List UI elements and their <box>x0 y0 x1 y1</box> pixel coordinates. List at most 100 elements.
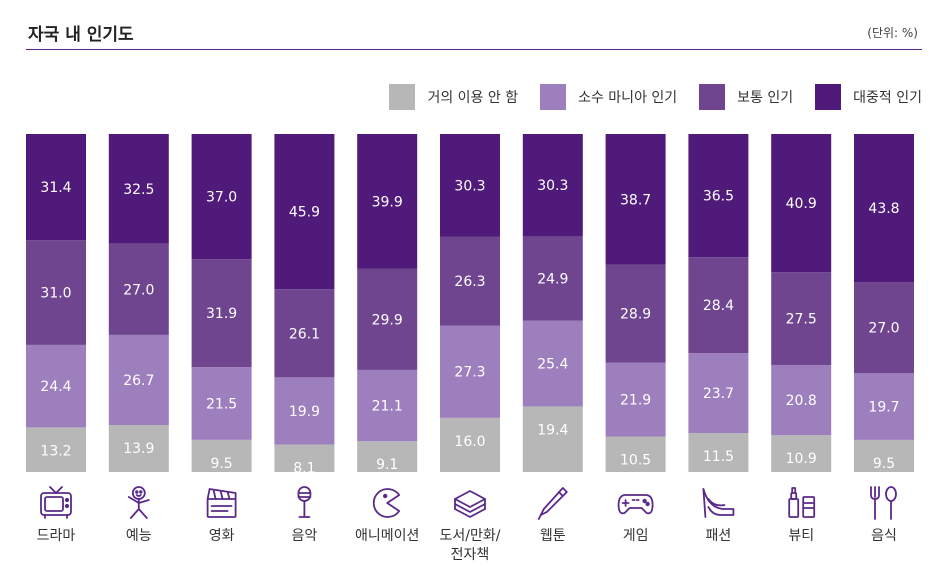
bar-segment-moderate-8 <box>605 264 666 363</box>
data-label: 27.3 <box>454 365 485 381</box>
data-label: 19.9 <box>289 404 320 420</box>
bar-segment-rare-8 <box>605 436 666 472</box>
data-label: 20.8 <box>786 393 817 409</box>
bar-segment-moderate-11 <box>854 282 914 374</box>
bar-segment-moderate-6 <box>440 236 500 326</box>
bar-segment-niche-8 <box>605 362 666 437</box>
data-label: 21.9 <box>620 392 651 408</box>
bar-segment-niche-9 <box>688 353 749 434</box>
category-label-6: 도서/만화/ <box>440 528 501 544</box>
bar-segment-mainstream-11 <box>854 134 914 283</box>
data-label: 26.1 <box>289 326 320 342</box>
category-label-6: 전자책 <box>451 547 490 563</box>
bar-segment-niche-6 <box>440 325 500 418</box>
legend-swatch-niche <box>540 84 567 110</box>
category-label-9: 패션 <box>706 528 732 544</box>
data-label: 26.7 <box>123 373 154 389</box>
data-label: 39.9 <box>372 194 403 210</box>
legend-item-niche: 소수 마니아 인기 <box>540 84 677 110</box>
bar-segment-niche-10 <box>771 364 832 436</box>
data-label: 38.7 <box>620 192 651 208</box>
data-label: 27.5 <box>786 312 817 328</box>
category-label-5: 애니메이션 <box>355 528 419 544</box>
title-divider <box>26 49 922 50</box>
bar-segment-moderate-7 <box>522 236 583 321</box>
bar-segment-mainstream-10 <box>771 134 832 273</box>
legend-swatch-mainstream <box>815 84 842 110</box>
data-label: 11.5 <box>703 449 734 465</box>
bar-segment-rare-9 <box>688 433 749 472</box>
legend-item-moderate: 보통 인기 <box>699 84 793 110</box>
bar-segment-mainstream-9 <box>688 134 749 258</box>
bar-segment-mainstream-2 <box>108 134 169 244</box>
data-label: 16.0 <box>454 434 485 450</box>
unit-label: (단위: %) <box>867 26 918 40</box>
category-label-2: 예능 <box>126 528 152 544</box>
fork-spoon-icon <box>870 486 897 520</box>
data-label: 24.4 <box>40 379 71 395</box>
bar-segment-moderate-3 <box>191 259 252 368</box>
data-label: 37.0 <box>206 190 237 206</box>
bar-segment-rare-11 <box>854 439 914 472</box>
bar-segment-niche-7 <box>522 320 583 407</box>
legend-item-mainstream: 대중적 인기 <box>815 84 922 110</box>
legend: 거의 이용 안 함 소수 마니아 인기 보통 인기 대중적 인기 <box>389 84 922 110</box>
comedian-icon <box>127 486 150 519</box>
data-label: 13.2 <box>40 443 71 459</box>
bar-segment-mainstream-8 <box>605 134 666 265</box>
data-label: 32.5 <box>123 182 154 198</box>
category-label-8: 게임 <box>623 528 649 544</box>
data-label: 10.5 <box>620 453 651 469</box>
bar-segment-rare-2 <box>108 425 169 472</box>
bar-segment-mainstream-7 <box>522 134 583 237</box>
legend-label-niche: 소수 마니아 인기 <box>578 90 678 106</box>
legend-swatch-moderate <box>699 84 726 110</box>
category-label-7: 웹툰 <box>540 528 566 544</box>
category-label-11: 음식 <box>871 528 897 544</box>
bar-segment-niche-11 <box>854 373 914 440</box>
data-label: 40.9 <box>786 196 817 212</box>
data-label: 23.7 <box>703 386 734 402</box>
bar-segment-niche-3 <box>191 367 252 440</box>
bar-segment-rare-4 <box>274 444 335 472</box>
data-label: 28.4 <box>703 298 734 314</box>
data-label: 30.3 <box>537 178 568 194</box>
chart-title: 자국 내 인기도 <box>28 25 134 45</box>
bar-segment-moderate-10 <box>771 272 832 365</box>
clapperboard-icon <box>206 488 237 518</box>
data-label: 8.1 <box>293 461 315 477</box>
data-label: 31.0 <box>40 286 71 302</box>
bar-segment-rare-5 <box>357 441 418 472</box>
pen-icon <box>537 487 568 520</box>
data-label: 9.5 <box>210 456 232 472</box>
data-label: 21.1 <box>372 399 403 415</box>
gamepad-icon <box>617 494 654 515</box>
bar-segment-niche-4 <box>274 377 335 445</box>
data-label: 28.9 <box>620 307 651 323</box>
data-label: 9.1 <box>376 457 398 473</box>
data-label: 27.0 <box>868 321 899 337</box>
data-label: 27.0 <box>123 282 154 298</box>
bar-segment-mainstream-4 <box>274 134 335 290</box>
data-label: 30.3 <box>454 178 485 194</box>
data-label: 43.8 <box>868 201 899 217</box>
data-label: 10.9 <box>786 451 817 467</box>
microphone-icon <box>297 486 312 518</box>
bar-segment-mainstream-3 <box>191 134 252 260</box>
data-label: 25.4 <box>537 357 568 373</box>
data-label: 19.4 <box>537 422 568 438</box>
bar-segment-rare-3 <box>191 439 252 472</box>
bar-segment-rare-10 <box>771 435 832 472</box>
bar-segment-rare-6 <box>440 417 500 472</box>
bar-segment-moderate-2 <box>108 243 169 335</box>
legend-label-moderate: 보통 인기 <box>737 90 794 106</box>
bar-segment-niche-2 <box>108 334 169 426</box>
legend-item-rare: 거의 이용 안 함 <box>389 84 518 110</box>
bar-segment-mainstream-1 <box>26 134 86 241</box>
data-label: 45.9 <box>289 205 320 221</box>
data-label: 24.9 <box>537 271 568 287</box>
books-icon <box>454 490 486 518</box>
bar-segment-moderate-1 <box>26 240 86 345</box>
bar-segment-moderate-4 <box>274 289 335 378</box>
